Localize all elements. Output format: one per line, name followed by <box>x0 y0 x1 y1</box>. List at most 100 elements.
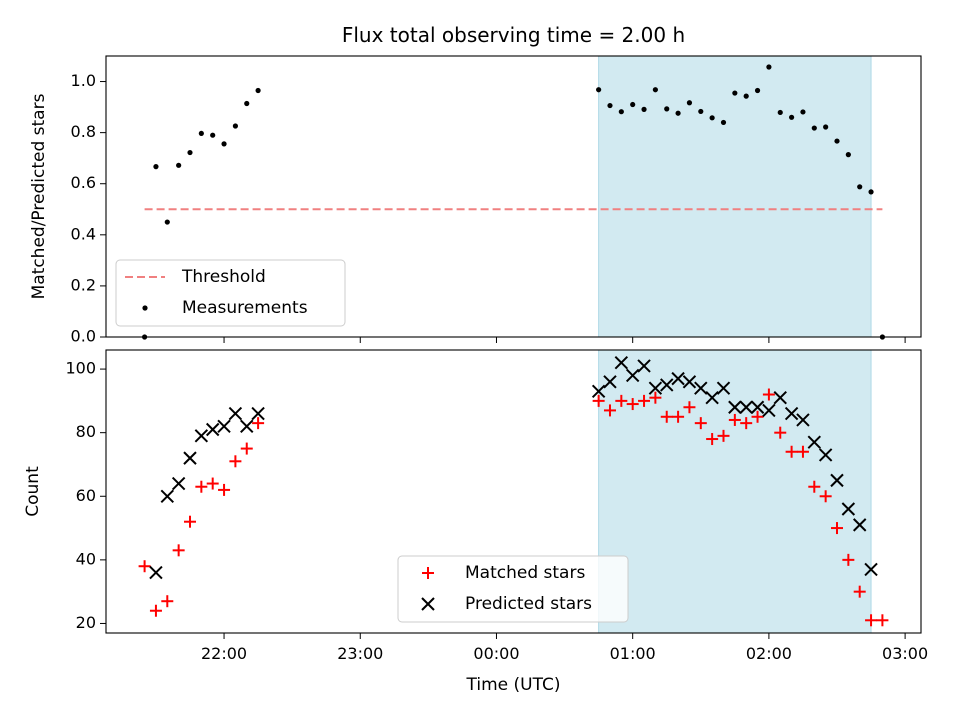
matched-star-point <box>603 404 616 417</box>
matched-star-point <box>229 455 242 468</box>
predicted-star-point <box>637 359 651 373</box>
measurement-point <box>857 184 863 190</box>
matched-star-point <box>183 515 196 528</box>
predicted-star-point <box>251 406 265 421</box>
matched-star-point <box>785 445 798 458</box>
predicted-star-point <box>194 429 209 443</box>
count-panel: 20 40 60 80 100 22:00 23:00 00:00 01:00 02:00 03:0… <box>23 349 928 695</box>
measurement-point <box>720 119 727 126</box>
x-marker-b <box>614 356 629 370</box>
x-marker-b <box>205 422 220 437</box>
chart-title: Flux total observing time = 2.00 h <box>342 23 685 47</box>
x-tick-label: 23:00 <box>337 644 383 663</box>
matched-star-point <box>774 426 787 439</box>
measurement-point <box>596 87 602 93</box>
count-legend-box <box>397 555 629 623</box>
predicted-star-point <box>852 518 867 532</box>
ratio-panel: 0.0 0.2 0.4 0.6 0.8 1.0 Flux total observing … <box>29 23 922 346</box>
predicted-star-point <box>217 419 231 434</box>
matched-star-point <box>638 394 651 407</box>
matched-star-point <box>819 490 832 503</box>
x-marker-b <box>660 378 674 392</box>
predicted-star-point <box>625 368 640 383</box>
predicted-star-point <box>671 371 685 386</box>
predicted-star-point <box>773 390 787 405</box>
measurement-point <box>777 109 783 116</box>
count-y-tick-label: 40 <box>76 549 96 568</box>
predicted-star-point <box>739 400 753 414</box>
matched-star-point <box>218 483 231 496</box>
predicted-legend-marker <box>421 597 435 611</box>
measurement-point <box>709 115 715 121</box>
x-marker-b <box>807 435 822 449</box>
measurement-point <box>232 123 239 129</box>
x-marker-b <box>773 390 787 405</box>
x-marker-b <box>251 406 265 421</box>
count-legend: Matched stars Predicted stars <box>397 555 629 623</box>
predicted-star-point <box>750 400 765 414</box>
x-marker-b <box>637 359 651 373</box>
x-marker-b <box>796 413 810 427</box>
matched-star-point <box>796 445 809 458</box>
x-marker-b <box>194 429 209 443</box>
measurements-legend-swatch <box>142 305 148 311</box>
x-marker-b <box>603 375 617 389</box>
x-marker-b <box>841 502 856 516</box>
x-marker-b <box>716 381 731 395</box>
x-marker-b <box>160 489 175 503</box>
predicted-star-point <box>171 476 186 491</box>
predicted-star-point <box>864 562 878 577</box>
matched-star-point <box>161 595 174 608</box>
measurement-point <box>153 164 159 170</box>
x-marker-b <box>648 381 663 395</box>
predicted-star-point <box>160 489 175 503</box>
measurement-point <box>618 109 624 115</box>
x-marker-b <box>183 451 197 465</box>
ratio-y-tick-label: 0.6 <box>71 173 96 192</box>
matched-star-point <box>751 410 764 423</box>
predicted-star-point <box>818 448 833 462</box>
matched-star-point <box>206 477 219 490</box>
matched-star-point <box>195 480 208 493</box>
measurement-point <box>664 106 670 112</box>
x-marker-b <box>149 565 163 580</box>
x-marker-b <box>591 384 606 399</box>
matched-star-point <box>808 480 821 493</box>
measurement-point <box>823 124 829 130</box>
x-tick-label: 02:00 <box>746 644 792 663</box>
matched-star-point <box>672 410 685 423</box>
x-marker-b <box>705 390 719 405</box>
x-marker-b <box>625 368 640 383</box>
x-marker-b <box>421 597 435 611</box>
measurement-point <box>198 130 204 137</box>
measurement-point <box>187 149 193 156</box>
predicted-star-point <box>228 406 243 421</box>
measurement-point <box>868 189 874 195</box>
matched-star-point <box>831 522 844 535</box>
count-axes-frame <box>105 349 922 634</box>
ratio-y-tick-label: 1.0 <box>71 71 96 90</box>
count-y-tick-label: 60 <box>76 486 96 505</box>
x-axis-label: Time (UTC) <box>466 675 561 695</box>
matched-star-point <box>717 429 730 442</box>
matched-star-point <box>138 560 151 573</box>
measurement-point <box>221 141 227 147</box>
count-highlight-span <box>598 349 872 634</box>
count-y-axis-label: Count <box>23 466 43 517</box>
predicted-star-point <box>205 422 220 437</box>
measurement-point <box>732 90 738 96</box>
matched-star-point <box>626 398 639 411</box>
matched-legend-marker <box>422 567 434 579</box>
matched-stars-legend-label: Matched stars <box>465 563 585 583</box>
predicted-star-point <box>591 384 606 399</box>
measurement-point <box>743 93 749 99</box>
measurement-point <box>675 110 681 116</box>
measurement-point <box>845 152 851 158</box>
ratio-y-tick-label: 0.0 <box>71 327 96 346</box>
matched-star-point <box>694 417 707 430</box>
matched-star-point <box>728 413 741 426</box>
matched-star-point <box>660 410 673 423</box>
measurements-legend-label: Measurements <box>182 298 308 318</box>
matched-star-point <box>865 614 878 627</box>
measurement-point <box>834 138 840 144</box>
